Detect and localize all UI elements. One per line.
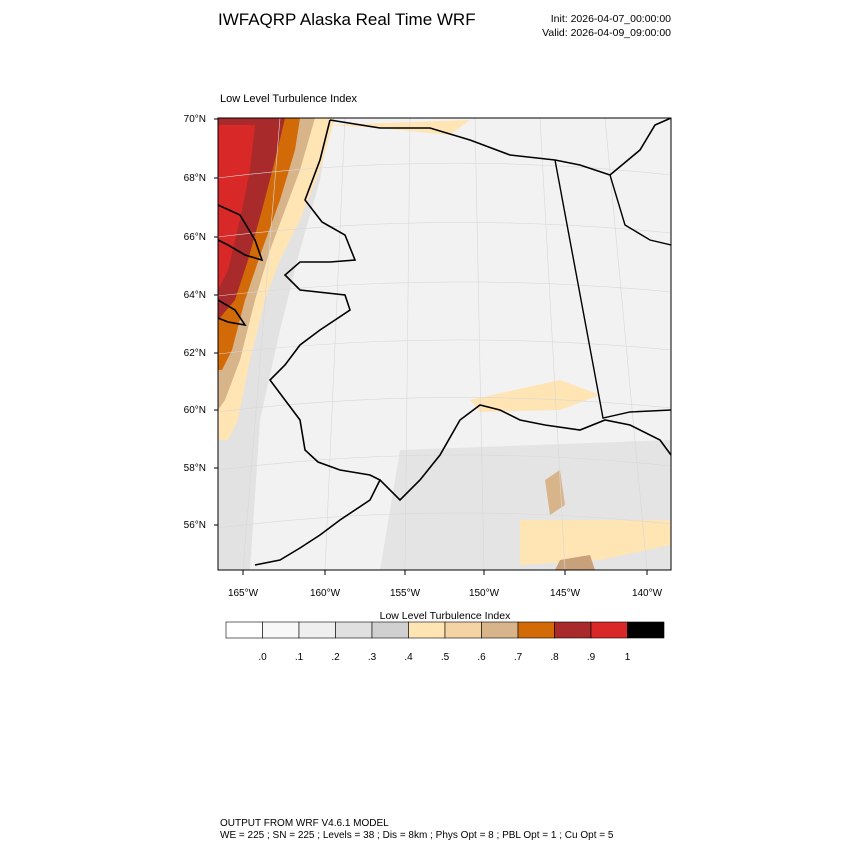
lon-label: 160°W — [310, 588, 341, 599]
field-light — [520, 520, 671, 565]
colorbar-label: .2 — [331, 652, 340, 663]
lat-label: 58°N — [184, 463, 206, 474]
border — [554, 159, 671, 419]
valid-time: Valid: 2026-04-09_09:00:00 — [542, 27, 671, 39]
lat-label: 68°N — [184, 173, 206, 184]
lon-label: 155°W — [390, 588, 421, 599]
lat-label: 70°N — [184, 114, 206, 125]
colorbar-box — [627, 621, 665, 639]
colorbar-label: .5 — [441, 652, 450, 663]
lon-label: 150°W — [469, 588, 500, 599]
lon-label: 165°W — [228, 588, 259, 599]
init-time: Init: 2026-04-07_00:00:00 — [551, 13, 671, 25]
lat-label: 62°N — [184, 348, 206, 359]
colorbar-box — [371, 621, 409, 639]
map-field — [218, 118, 671, 570]
lat-label: 66°N — [184, 232, 206, 243]
border — [609, 174, 671, 246]
graticule — [218, 118, 671, 570]
colorbar-box — [225, 621, 263, 639]
colorbar-box — [590, 621, 628, 639]
colorbar-label: .9 — [587, 652, 596, 663]
colorbar-label: .1 — [295, 652, 304, 663]
colorbar-box — [517, 621, 555, 639]
colorbar-label: .6 — [477, 652, 486, 663]
footer-line: WE = 225 ; SN = 225 ; Levels = 38 ; Dis … — [220, 830, 614, 841]
colorbar-label: .8 — [550, 652, 559, 663]
field-light — [470, 380, 600, 412]
colorbar-box — [408, 621, 446, 639]
colorbar-box — [481, 621, 519, 639]
colorbar-box — [262, 621, 300, 639]
colorbar-title: Low Level Turbulence Index — [380, 610, 512, 622]
colorbar-box — [335, 621, 373, 639]
axis-labels: 70°N 68°N 66°N 64°N 62°N 60°N 58°N 56°N 165°W 160… — [184, 114, 663, 599]
colorbar-label: .7 — [514, 652, 523, 663]
footer-line: OUTPUT FROM WRF V4.6.1 MODEL — [220, 818, 389, 829]
colorbar-label: .0 — [258, 652, 267, 663]
colorbar: .0 .1 .2 .3 .4 .5 .6 .7 .8 .9 1 — [225, 621, 665, 663]
lat-label: 60°N — [184, 405, 206, 416]
colorbar-label: .3 — [368, 652, 377, 663]
colorbar-label: 1 — [625, 652, 631, 663]
colorbar-box — [554, 621, 592, 639]
colorbar-box — [444, 621, 482, 639]
lat-label: 64°N — [184, 290, 206, 301]
colorbar-label: .4 — [404, 652, 413, 663]
lon-label: 140°W — [632, 588, 663, 599]
lat-label: 56°N — [184, 520, 206, 531]
lon-label: 145°W — [550, 588, 581, 599]
field-red — [218, 125, 255, 290]
title: IWFAQRP Alaska Real Time WRF — [218, 10, 476, 29]
map-title: Low Level Turbulence Index — [220, 93, 357, 105]
map-frame — [217, 117, 672, 571]
colorbar-box — [298, 621, 336, 639]
